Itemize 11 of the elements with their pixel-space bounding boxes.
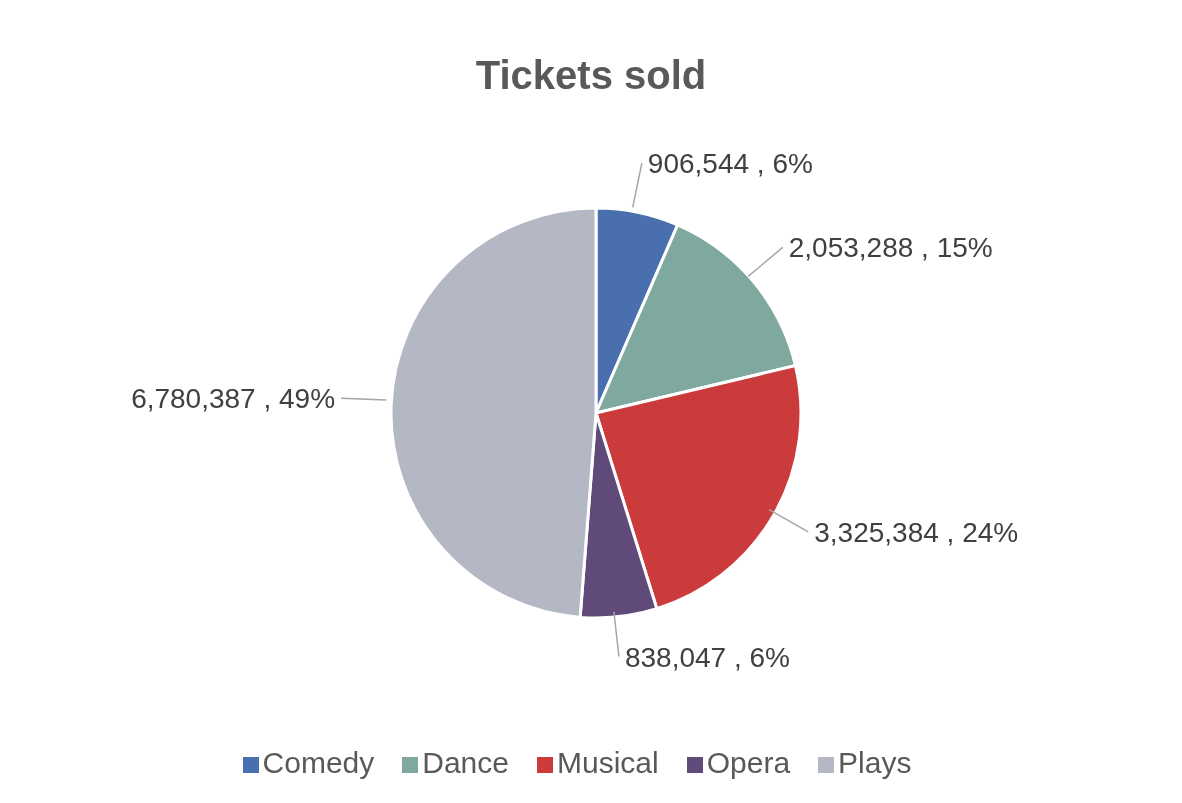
legend-label: Dance	[422, 746, 509, 779]
legend-label: Plays	[838, 746, 912, 779]
legend-label: Opera	[706, 746, 791, 779]
data-label: 2,053,288 , 15%	[788, 232, 993, 264]
data-label: 6,780,387 , 49%	[131, 383, 336, 415]
chart-title: Tickets sold	[474, 53, 708, 98]
legend-label: Musical	[556, 746, 659, 779]
data-label: 3,325,384 , 24%	[814, 516, 1019, 548]
data-label: 906,544 , 6%	[647, 148, 813, 180]
data-label: 838,047 , 6%	[624, 641, 790, 673]
legend-label: Comedy	[262, 746, 375, 779]
